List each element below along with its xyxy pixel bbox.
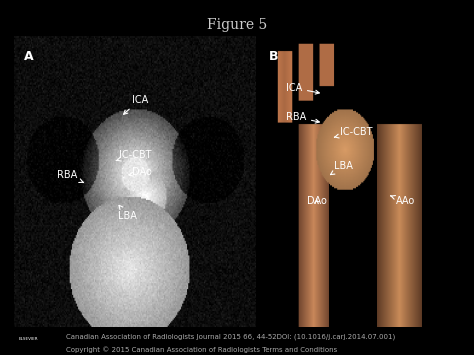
Text: ELSEVIER: ELSEVIER: [18, 337, 38, 341]
Text: Copyright © 2015 Canadian Association of Radiologists Terms and Conditions: Copyright © 2015 Canadian Association of…: [66, 346, 337, 353]
Text: RBA: RBA: [286, 112, 319, 123]
Text: DAo: DAo: [307, 196, 327, 206]
Text: ICA: ICA: [124, 94, 148, 114]
Text: LBA: LBA: [330, 162, 353, 175]
Text: ICA: ICA: [286, 83, 319, 94]
Text: IC-CBT: IC-CBT: [334, 127, 373, 138]
Text: AAo: AAo: [391, 196, 416, 206]
Text: IC-CBT: IC-CBT: [116, 150, 151, 161]
Text: DAo: DAo: [129, 167, 152, 177]
Text: RBA: RBA: [57, 170, 83, 182]
Text: B: B: [269, 50, 279, 63]
Text: Canadian Association of Radiologists Journal 2015 66, 44-52DOI: (10.1016/j.carj.: Canadian Association of Radiologists Jou…: [66, 334, 396, 340]
Text: A: A: [24, 50, 34, 63]
Text: Figure 5: Figure 5: [207, 18, 267, 32]
Text: LBA: LBA: [118, 205, 137, 221]
